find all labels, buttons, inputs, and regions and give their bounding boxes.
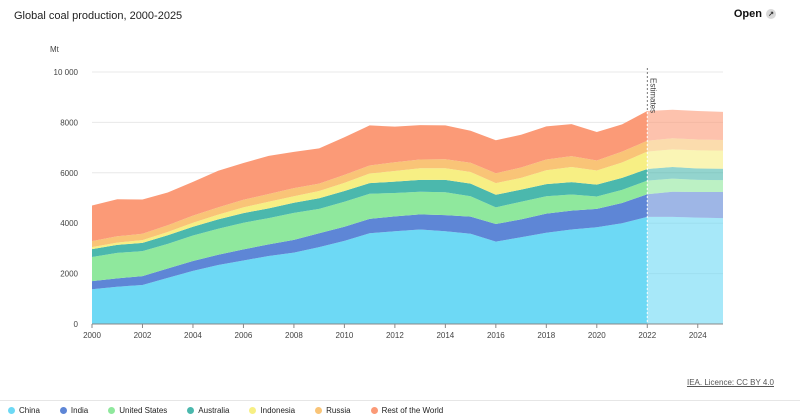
legend-label: Indonesia [260,406,296,415]
area-indonesia [92,151,648,250]
open-label: Open [733,8,762,20]
y-tick-label: 4000 [60,219,78,228]
area-united-states [92,180,648,282]
area-china [92,216,648,324]
legend-label: Rest of the World [381,406,444,415]
x-tick-label: 2008 [285,331,303,340]
legend-item[interactable]: China [8,406,40,415]
area-estimate-australia [647,167,723,181]
area-india [92,194,648,290]
x-tick-label: 2018 [537,331,555,340]
y-axis-label: Mt [50,45,60,54]
x-tick-label: 2002 [134,331,152,340]
x-tick-label: 2000 [83,331,101,340]
x-tick-label: 2014 [436,331,454,340]
x-tick-label: 2020 [588,331,606,340]
area-estimate-indonesia [647,149,723,170]
legend-item[interactable]: Russia [315,406,351,415]
legend-item[interactable]: Rest of the World [370,406,444,415]
chart-title: Global coal production, 2000-2025 [14,10,183,22]
legend-label: United States [119,406,168,415]
legend-swatch [370,407,378,414]
x-tick-label: 2016 [487,331,505,340]
area-rest-of-the-world [92,111,648,242]
area-russia [92,140,648,248]
axes: 0 2000 4000 6000 8000 10 000 Mt Estimates 2000 20… [50,45,723,340]
legend-item[interactable]: United States [108,406,167,415]
legend-item[interactable]: India [59,406,89,415]
x-tick-label: 2012 [386,331,404,340]
legend-item[interactable]: Australia [187,406,229,415]
licence-link[interactable]: IEA. Licence: CC BY 4.0 [686,378,774,387]
legend-swatch [59,407,67,414]
estimates-label: Estimates [648,78,657,113]
x-tick-label: 2006 [235,331,253,340]
legend-label: China [19,406,40,415]
y-tick-label: 10 000 [54,68,79,77]
area-estimate-rest-of-the-world [647,109,723,141]
expand-icon: ↗ [766,9,776,19]
legend-swatch [249,407,257,414]
legend-swatch [187,407,195,414]
chart-legend: China India United States Australia Indonesi… [8,406,443,415]
legend-divider [0,400,800,401]
y-tick-label: 6000 [60,169,78,178]
area-estimate-china [647,216,723,324]
x-tick-label: 2010 [336,331,354,340]
y-tick-label: 0 [74,320,79,329]
open-button[interactable]: Open ↗ [734,8,776,20]
x-tick-label: 2024 [689,331,707,340]
area-estimate-united-states [647,178,723,195]
x-tick-label: 2022 [638,331,656,340]
y-tick-label: 8000 [60,118,78,127]
legend-label: Australia [198,406,230,415]
area-series [92,109,723,324]
legend-item[interactable]: Indonesia [249,406,295,415]
x-tick-label: 2004 [184,331,202,340]
area-estimate-india [647,191,723,219]
area-estimate-russia [647,138,723,152]
legend-label: India [70,406,89,415]
y-tick-label: 2000 [60,270,78,279]
area-australia [92,169,648,257]
legend-label: Russia [326,406,351,415]
legend-swatch [315,407,323,414]
legend-swatch [108,407,116,414]
coal-production-chart: 0 2000 4000 6000 8000 10 000 Mt Estimates 2000 20… [50,45,723,340]
legend-swatch [8,407,15,414]
